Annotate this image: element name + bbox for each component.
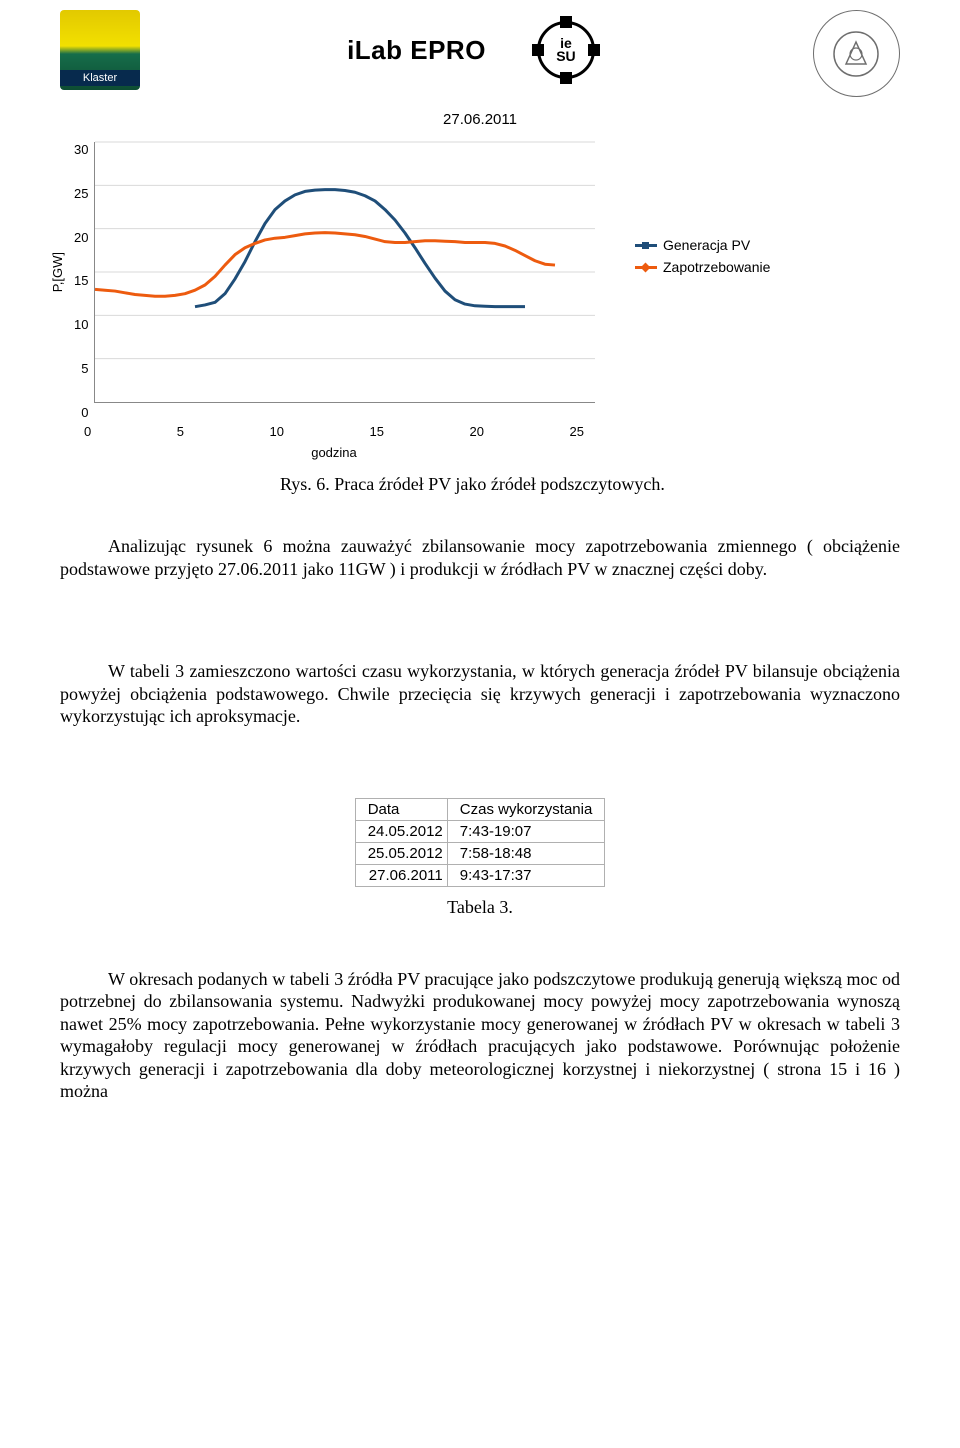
chart-legend: Generacja PV Zapotrzebowanie bbox=[635, 237, 770, 281]
ytick-label: 15 bbox=[74, 273, 88, 288]
figure-caption: Rys. 6. Praca źródeł PV jako źródeł pods… bbox=[280, 474, 900, 495]
chart-xlabel: godzina bbox=[84, 445, 584, 460]
paragraph-2: W tabeli 3 zamieszczono wartości czasu w… bbox=[60, 660, 900, 728]
logo-politechnika bbox=[813, 10, 900, 97]
xtick-label: 20 bbox=[470, 424, 484, 439]
table-cell: 27.06.2011 bbox=[355, 864, 447, 886]
logo-klaster bbox=[60, 10, 140, 90]
ytick-label: 20 bbox=[74, 230, 88, 245]
iesu-logo: ie SU bbox=[526, 10, 606, 90]
chart-xticks: 0 5 10 15 20 25 bbox=[84, 424, 584, 439]
xtick-label: 10 bbox=[270, 424, 284, 439]
ytick-label: 10 bbox=[74, 317, 88, 332]
ytick-label: 0 bbox=[74, 405, 88, 420]
chart-series-line bbox=[95, 233, 555, 297]
table-3: DataCzas wykorzystania24.05.20127:43-19:… bbox=[355, 798, 606, 887]
chart-title: 27.06.2011 bbox=[60, 111, 900, 128]
chart: P,[GW] 30 25 20 15 10 5 0 0 5 10 15 20 25 godzina G… bbox=[50, 142, 900, 460]
table-cell: 9:43-17:37 bbox=[447, 864, 605, 886]
table-row: 27.06.20119:43-17:37 bbox=[355, 864, 605, 886]
xtick-label: 15 bbox=[370, 424, 384, 439]
table-header-cell: Czas wykorzystania bbox=[447, 798, 605, 820]
table-row: 24.05.20127:43-19:07 bbox=[355, 820, 605, 842]
paragraph-3: W okresach podanych w tabeli 3 źródła PV… bbox=[60, 968, 900, 1103]
ytick-label: 5 bbox=[74, 361, 88, 376]
table-caption: Tabela 3. bbox=[60, 897, 900, 918]
xtick-label: 0 bbox=[84, 424, 91, 439]
legend-label: Zapotrzebowanie bbox=[663, 259, 770, 275]
table-cell: 25.05.2012 bbox=[355, 842, 447, 864]
ilab-logo-text: iLab EPRO bbox=[347, 35, 486, 66]
table-row: 25.05.20127:58-18:48 bbox=[355, 842, 605, 864]
chart-plot bbox=[94, 142, 595, 403]
legend-item: Generacja PV bbox=[635, 237, 770, 253]
header-center: iLab EPRO ie SU bbox=[347, 10, 606, 90]
chart-ylabel: P,[GW] bbox=[50, 252, 70, 292]
paragraph-1: Analizując rysunek 6 można zauważyć zbil… bbox=[60, 535, 900, 580]
table-cell: 7:58-18:48 bbox=[447, 842, 605, 864]
table-cell: 24.05.2012 bbox=[355, 820, 447, 842]
table-header-cell: Data bbox=[355, 798, 447, 820]
header: iLab EPRO ie SU bbox=[60, 10, 900, 105]
ytick-label: 30 bbox=[74, 142, 88, 157]
iesu-text-bottom: SU bbox=[556, 50, 575, 63]
legend-label: Generacja PV bbox=[663, 237, 750, 253]
table-cell: 7:43-19:07 bbox=[447, 820, 605, 842]
chart-yticks: 30 25 20 15 10 5 0 bbox=[74, 142, 88, 420]
xtick-label: 5 bbox=[177, 424, 184, 439]
ytick-label: 25 bbox=[74, 186, 88, 201]
legend-item: Zapotrzebowanie bbox=[635, 259, 770, 275]
xtick-label: 25 bbox=[570, 424, 584, 439]
